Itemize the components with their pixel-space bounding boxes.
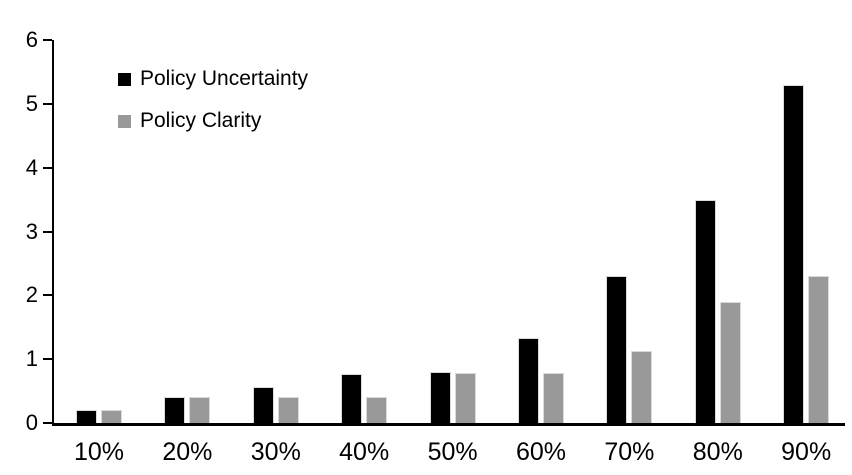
x-tick-label: 20%	[162, 438, 213, 466]
y-axis-tick	[43, 294, 52, 297]
bar-policy-uncertainty-20%	[164, 397, 186, 423]
legend-label: Policy Clarity	[140, 109, 262, 132]
bar-policy-uncertainty-70%	[606, 276, 628, 423]
y-tick-label: 4	[25, 154, 38, 180]
legend-item-policy-uncertainty: Policy Uncertainty	[118, 66, 308, 92]
bar-policy-clarity-20%	[189, 397, 211, 423]
bar-policy-clarity-30%	[277, 397, 299, 423]
x-tick-label: 60%	[515, 438, 567, 466]
y-tick-label: 5	[25, 90, 38, 116]
x-tick-label: 50%	[427, 438, 478, 466]
legend-swatch-clarity-icon	[118, 114, 131, 128]
x-tick-label: 80%	[692, 438, 743, 466]
y-tick-label: 3	[25, 218, 38, 244]
bar-policy-uncertainty-50%	[429, 372, 451, 423]
bar-policy-clarity-70%	[631, 351, 653, 423]
bar-policy-uncertainty-30%	[252, 387, 274, 423]
y-tick-label: 1	[25, 346, 38, 372]
legend-label: Policy Uncertainty	[140, 67, 309, 90]
bar-policy-uncertainty-90%	[783, 85, 805, 423]
x-tick-label: 90%	[781, 438, 832, 466]
bar-policy-clarity-10%	[101, 410, 122, 423]
y-axis-tick	[43, 422, 52, 424]
x-tick-label: 10%	[73, 438, 125, 466]
bar-policy-clarity-40%	[366, 397, 388, 423]
y-tick-label: 2	[25, 282, 38, 308]
bar-policy-uncertainty-10%	[76, 410, 97, 423]
bar-policy-clarity-60%	[543, 373, 564, 423]
bar-policy-uncertainty-40%	[341, 374, 363, 423]
bar-policy-clarity-90%	[808, 276, 830, 423]
x-tick-label: 40%	[339, 438, 390, 466]
y-tick-label: 0	[25, 410, 38, 435]
y-axis-tick	[43, 102, 52, 105]
y-axis-tick	[43, 166, 52, 169]
y-tick-label: 6	[25, 27, 38, 52]
chart-legend: Policy Uncertainty Policy Clarity	[118, 66, 308, 134]
bar-policy-uncertainty-80%	[694, 200, 716, 423]
bar-policy-uncertainty-60%	[518, 338, 539, 423]
legend-item-policy-clarity: Policy Clarity	[118, 108, 308, 134]
x-tick-label: 30%	[250, 438, 301, 466]
bar-policy-clarity-50%	[454, 373, 476, 423]
bar-policy-clarity-80%	[719, 302, 741, 423]
plot-area: Policy Uncertainty Policy Clarity	[43, 39, 845, 426]
x-tick-label: 70%	[604, 438, 655, 466]
legend-swatch-uncertainty-icon	[118, 72, 131, 86]
y-axis-tick	[43, 358, 52, 361]
y-axis-tick	[43, 39, 52, 41]
y-axis-tick	[43, 230, 52, 233]
